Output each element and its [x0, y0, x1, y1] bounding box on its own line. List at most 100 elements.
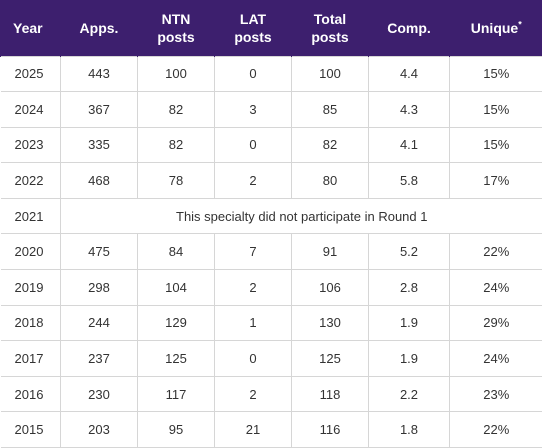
- table-row: 2016 230 117 2 118 2.2 23%: [0, 375, 542, 413]
- cell-ntn: 82: [137, 126, 215, 164]
- header-total-posts: Total posts: [291, 0, 369, 56]
- table-header: Year Apps. NTN posts LAT posts Total pos…: [0, 0, 542, 56]
- cell-ntn: 129: [137, 304, 215, 342]
- header-comp: Comp.: [368, 0, 450, 56]
- table-row: 2023 335 82 0 82 4.1 15%: [0, 126, 542, 164]
- table-row: 2020 475 84 7 91 5.2 22%: [0, 233, 542, 271]
- header-unique-label: Unique: [470, 19, 519, 36]
- cell-apps: 367: [60, 91, 138, 128]
- cell-apps: 468: [60, 162, 138, 199]
- table-row: 2015 203 95 21 116 1.8 22%: [0, 411, 542, 448]
- cell-lat: 7: [214, 233, 292, 271]
- table-row: 2019 298 104 2 106 2.8 24%: [0, 269, 542, 306]
- cell-unique: 23%: [449, 375, 542, 413]
- cell-year: 2021: [0, 197, 61, 235]
- header-lat-line1: LAT: [239, 10, 267, 27]
- cell-total: 130: [291, 304, 369, 342]
- cell-apps: 244: [60, 304, 138, 342]
- header-apps: Apps.: [60, 0, 138, 56]
- cell-unique: 22%: [449, 233, 542, 271]
- cell-lat: 21: [214, 411, 292, 448]
- header-ntn-posts: NTN posts: [137, 0, 215, 56]
- cell-ntn: 125: [137, 340, 215, 377]
- cell-ntn: 84: [137, 233, 215, 271]
- cell-year: 2018: [0, 304, 61, 342]
- cell-unique: 15%: [449, 91, 542, 128]
- table-row: 2021 This specialty did not participate i…: [0, 197, 542, 235]
- cell-year: 2020: [0, 233, 61, 271]
- table-body: 2025 443 100 0 100 4.4 15% 2024 367 82 3 85 4.3 15% 20…: [0, 55, 542, 448]
- cell-ntn: 78: [137, 162, 215, 199]
- cell-apps: 335: [60, 126, 138, 164]
- cell-comp: 5.8: [368, 162, 450, 199]
- cell-unique: 15%: [449, 126, 542, 164]
- cell-unique: 24%: [449, 340, 542, 377]
- cell-apps: 475: [60, 233, 138, 271]
- header-ntn-line1: NTN: [161, 10, 191, 27]
- cell-ntn: 117: [137, 375, 215, 413]
- header-lat-line2: posts: [234, 28, 272, 45]
- cell-lat: 0: [214, 126, 292, 164]
- table-row: 2024 367 82 3 85 4.3 15%: [0, 91, 542, 128]
- cell-ntn: 104: [137, 269, 215, 306]
- cell-total: 125: [291, 340, 369, 377]
- cell-lat: 0: [214, 55, 292, 93]
- table-row: 2022 468 78 2 80 5.8 17%: [0, 162, 542, 199]
- cell-total: 85: [291, 91, 369, 128]
- header-total-line2: posts: [311, 28, 349, 45]
- cell-year: 2019: [0, 269, 61, 306]
- cell-total: 116: [291, 411, 369, 448]
- cell-unique: 29%: [449, 304, 542, 342]
- cell-ntn: 95: [137, 411, 215, 448]
- cell-total: 100: [291, 55, 369, 93]
- cell-lat: 0: [214, 340, 292, 377]
- header-lat-posts: LAT posts: [214, 0, 292, 56]
- cell-comp: 1.8: [368, 411, 450, 448]
- cell-unique: 15%: [449, 55, 542, 93]
- cell-lat: 3: [214, 91, 292, 128]
- cell-comp: 1.9: [368, 340, 450, 377]
- cell-comp: 4.4: [368, 55, 450, 93]
- cell-year: 2022: [0, 162, 61, 199]
- cell-ntn: 82: [137, 91, 215, 128]
- cell-apps: 237: [60, 340, 138, 377]
- cell-unique: 24%: [449, 269, 542, 306]
- cell-comp: 2.2: [368, 375, 450, 413]
- cell-unique: 22%: [449, 411, 542, 448]
- header-unique: Unique*: [449, 0, 542, 56]
- cell-note: This specialty did not participate in Ro…: [60, 197, 542, 235]
- cell-ntn: 100: [137, 55, 215, 93]
- cell-year: 2015: [0, 411, 61, 448]
- cell-year: 2017: [0, 340, 61, 377]
- cell-total: 80: [291, 162, 369, 199]
- cell-year: 2016: [0, 375, 61, 413]
- cell-comp: 1.9: [368, 304, 450, 342]
- cell-lat: 2: [214, 375, 292, 413]
- cell-total: 91: [291, 233, 369, 271]
- cell-apps: 443: [60, 55, 138, 93]
- cell-lat: 1: [214, 304, 292, 342]
- cell-lat: 2: [214, 162, 292, 199]
- cell-unique: 17%: [449, 162, 542, 199]
- cell-apps: 203: [60, 411, 138, 448]
- cell-apps: 298: [60, 269, 138, 306]
- cell-total: 118: [291, 375, 369, 413]
- cell-year: 2025: [0, 55, 61, 93]
- header-unique-footnote-mark: *: [518, 19, 522, 30]
- cell-total: 106: [291, 269, 369, 306]
- cell-comp: 4.3: [368, 91, 450, 128]
- cell-lat: 2: [214, 269, 292, 306]
- cell-total: 82: [291, 126, 369, 164]
- cell-year: 2023: [0, 126, 61, 164]
- cell-apps: 230: [60, 375, 138, 413]
- cell-comp: 5.2: [368, 233, 450, 271]
- header-total-line1: Total: [313, 10, 347, 27]
- cell-year: 2024: [0, 91, 61, 128]
- table-row: 2017 237 125 0 125 1.9 24%: [0, 340, 542, 377]
- header-row: Year Apps. NTN posts LAT posts Total pos…: [0, 0, 542, 56]
- table-row: 2025 443 100 0 100 4.4 15%: [0, 55, 542, 93]
- header-year: Year: [0, 0, 61, 56]
- cell-comp: 2.8: [368, 269, 450, 306]
- cell-comp: 4.1: [368, 126, 450, 164]
